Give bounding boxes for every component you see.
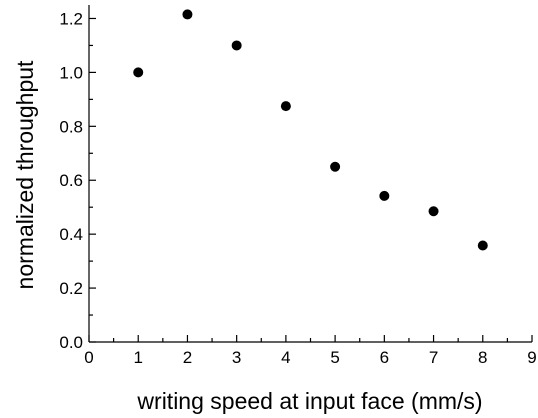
y-tick-label: 0.6: [59, 171, 83, 190]
x-tick-label: 7: [429, 348, 438, 367]
y-tick-label: 1.0: [59, 63, 83, 82]
data-point: [133, 67, 144, 78]
plot-frame: [88, 5, 532, 343]
data-point: [280, 101, 291, 112]
x-tick-label: 5: [330, 348, 339, 367]
x-tick-label: 8: [478, 348, 487, 367]
data-point: [330, 161, 341, 172]
data-point: [477, 240, 488, 251]
x-tick-label: 2: [183, 348, 192, 367]
y-tick-label: 1.2: [59, 9, 83, 28]
data-point: [231, 40, 242, 51]
data-point: [379, 190, 390, 201]
y-tick-label: 0.4: [59, 225, 83, 244]
y-axis-ticks: 0.0 0.2 0.4 0.6 0.8 1.0 1.2: [59, 9, 96, 352]
y-tick-label: 0.0: [59, 333, 83, 352]
x-tick-label: 3: [232, 348, 241, 367]
y-tick-label: 0.2: [59, 279, 83, 298]
x-tick-label: 1: [133, 348, 142, 367]
x-tick-label: 6: [380, 348, 389, 367]
x-tick-label: 9: [527, 348, 536, 367]
x-tick-label: 4: [281, 348, 290, 367]
x-axis-ticks: 0 1 2 3 4 5 6 7 8 9: [84, 335, 537, 367]
y-tick-label: 0.8: [59, 117, 83, 136]
y-axis-label: normalized throughput: [12, 60, 38, 289]
x-axis-label: writing speed at input face (mm/s): [136, 388, 482, 414]
data-point: [428, 206, 439, 217]
data-points: [133, 9, 488, 251]
data-point: [182, 9, 193, 20]
x-tick-label: 0: [84, 348, 93, 367]
